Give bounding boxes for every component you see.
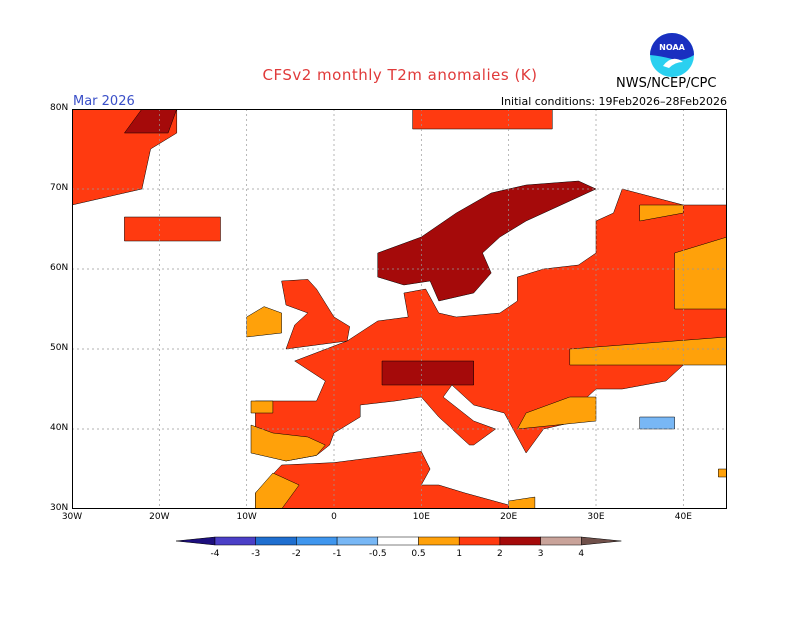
lat-label: 70N: [50, 183, 69, 193]
colorbar-segment: [499, 536, 541, 546]
colorbar-segment: [336, 536, 379, 546]
colorbar-label: 2: [497, 549, 503, 559]
svg-text:NOAA: NOAA: [659, 43, 685, 52]
colorbar-segment: [458, 536, 501, 546]
turkey-anomaly-cold: [639, 416, 675, 430]
alps-anomaly-strong: [381, 360, 474, 386]
lon-label: 40E: [674, 512, 692, 522]
lon-label: 10W: [236, 512, 257, 522]
ireland-anomaly-moderate: [246, 306, 282, 338]
lon-label: 30W: [61, 512, 83, 522]
north-africa-anomaly: [255, 451, 509, 509]
map-frame: [72, 109, 727, 509]
lat-label: 40N: [50, 423, 69, 433]
lat-label: 80N: [50, 103, 69, 113]
colorbar-label: -2: [292, 549, 301, 559]
colorbar-label: -3: [251, 549, 260, 559]
britain-anomaly: [281, 279, 350, 350]
colorbar-label: -1: [333, 549, 342, 559]
libya-anomaly-moderate: [508, 496, 536, 509]
colorbar-arrow-low: [175, 536, 216, 546]
balkan-anomaly-moderate: [516, 396, 597, 430]
colorbar-label: 1: [456, 549, 462, 559]
forecast-month: Mar 2026: [73, 94, 135, 109]
colorbar-segment: [214, 536, 256, 546]
lon-label: 30E: [587, 512, 605, 522]
initial-conditions: Initial conditions: 19Feb2026–28Feb2026: [500, 95, 727, 108]
lat-label: 50N: [50, 343, 69, 353]
lat-label: 30N: [50, 503, 69, 513]
colorbar-segment: [296, 536, 338, 546]
colorbar-label: 3: [538, 549, 544, 559]
russia-anomaly-moderate: [674, 236, 727, 310]
scandinavia-anomaly-strong: [377, 180, 597, 302]
greenland-anomaly-strong: [123, 109, 178, 134]
lon-label: 10E: [412, 512, 430, 522]
colorbar-label: -4: [211, 549, 220, 559]
colorbar-segment: [377, 536, 419, 546]
lon-label: 20W: [149, 512, 170, 522]
colorbar-label: 0.5: [411, 549, 425, 559]
iraq-anomaly-moderate: [718, 468, 727, 478]
anomaly-map: [72, 109, 727, 509]
colorbar: -4 -3 -2 -1 -0.5 0.5 1 2 3 4: [175, 536, 622, 559]
colorbar-label: -0.5: [369, 549, 387, 559]
colorbar-arrow-high: [581, 536, 622, 546]
iberia-anomaly-moderate: [250, 424, 326, 462]
lon-label: 0: [331, 512, 337, 522]
noaa-logo-icon: NOAA: [650, 33, 694, 77]
colorbar-label: 4: [578, 549, 584, 559]
iceland-anomaly: [124, 216, 221, 242]
morocco-anomaly-moderate: [255, 472, 300, 509]
lat-label: 60N: [50, 263, 69, 273]
galicia-anomaly-moderate: [250, 400, 274, 414]
svalbard-anomaly: [412, 109, 553, 130]
colorbar-segment: [540, 536, 582, 546]
europe-anomaly: [255, 188, 727, 462]
chart-title: CFSv2 monthly T2m anomalies (K): [262, 66, 538, 84]
agency-label: NWS/NCEP/CPC: [616, 76, 717, 91]
colorbar-segment: [255, 536, 297, 546]
ukraine-anomaly-moderate: [569, 336, 727, 366]
lon-label: 20E: [500, 512, 518, 522]
colorbar-segment: [418, 536, 460, 546]
